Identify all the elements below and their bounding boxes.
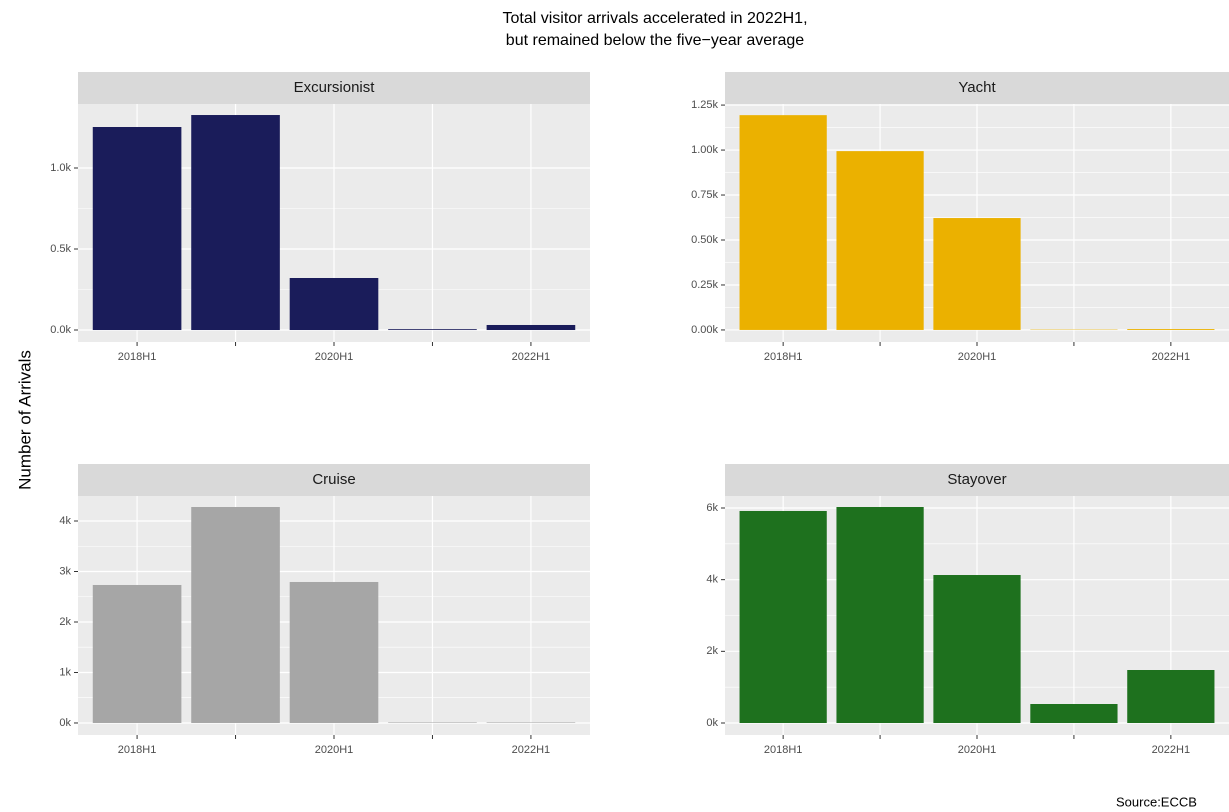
bar [1030, 704, 1118, 723]
y-tick-label: 3k [59, 565, 71, 577]
bar [836, 507, 924, 723]
y-tick-label: 2k [706, 645, 718, 657]
bar [739, 510, 827, 723]
x-tick-label: 2020H1 [958, 744, 997, 756]
strip-label: Stayover [947, 471, 1006, 488]
bar [191, 115, 280, 331]
y-axis-label: Number of Arrivals [15, 350, 34, 490]
y-tick-label: 4k [706, 574, 718, 586]
strip-label: Cruise [312, 471, 355, 488]
bar [388, 329, 477, 331]
x-tick-label: 2020H1 [315, 351, 354, 363]
chart-title: but remained below the five−year average [506, 32, 805, 49]
bar [836, 151, 924, 330]
bar [92, 127, 182, 331]
y-tick-label: 1.00k [691, 144, 718, 156]
x-tick-label: 2018H1 [118, 351, 157, 363]
y-tick-label: 6k [706, 502, 718, 514]
bar [1127, 329, 1215, 330]
y-tick-label: 0.5k [50, 243, 71, 255]
strip-label: Yacht [958, 79, 996, 96]
strip-label: Excursionist [294, 79, 376, 96]
bar [1127, 670, 1215, 723]
x-tick-label: 2018H1 [764, 744, 803, 756]
y-tick-label: 0k [706, 717, 718, 729]
strip [725, 464, 1229, 496]
x-tick-label: 2020H1 [958, 351, 997, 363]
source: Source:ECCB [1116, 794, 1197, 809]
y-tick-label: 1k [59, 666, 71, 678]
strip [78, 72, 590, 104]
x-tick-label: 2022H1 [512, 744, 551, 756]
x-tick-label: 2022H1 [1152, 351, 1191, 363]
y-tick-label: 0.75k [691, 189, 718, 201]
y-tick-label: 0.50k [691, 234, 718, 246]
bar [92, 584, 182, 723]
y-tick-label: 0k [59, 717, 71, 729]
chart-title: Total visitor arrivals accelerated in 20… [502, 10, 807, 27]
bar [486, 722, 576, 723]
y-tick-label: 4k [59, 515, 71, 527]
strip [725, 72, 1229, 104]
y-tick-label: 0.25k [691, 279, 718, 291]
bar [388, 722, 477, 723]
y-tick-label: 1.25k [691, 99, 718, 111]
bar [289, 581, 379, 723]
strip [78, 464, 590, 496]
y-tick-label: 2k [59, 616, 71, 628]
bar [486, 324, 576, 331]
x-tick-label: 2018H1 [764, 351, 803, 363]
bar [191, 507, 280, 723]
bar [289, 278, 379, 331]
y-tick-label: 0.00k [691, 324, 718, 336]
y-tick-label: 1.0k [50, 162, 71, 174]
bar [739, 115, 827, 330]
bar [933, 575, 1021, 723]
bar [933, 218, 1021, 330]
y-tick-label: 0.0k [50, 324, 71, 336]
x-tick-label: 2022H1 [1152, 744, 1191, 756]
x-tick-label: 2022H1 [512, 351, 551, 363]
x-tick-label: 2018H1 [118, 744, 157, 756]
x-tick-label: 2020H1 [315, 744, 354, 756]
